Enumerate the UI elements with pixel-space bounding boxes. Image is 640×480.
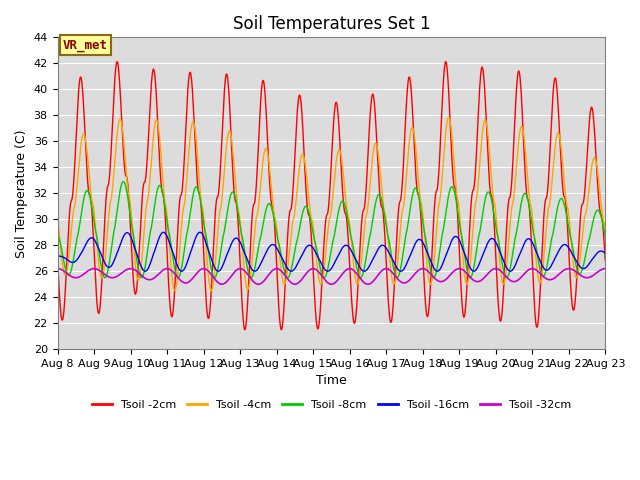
Tsoil -32cm (54, 266, 61, 272)
Tsoil -4cm (602, 226, 609, 232)
Tsoil -4cm (569, 253, 577, 259)
X-axis label: Time: Time (316, 374, 347, 387)
Tsoil -4cm (54, 216, 61, 221)
Tsoil -8cm (360, 269, 367, 275)
Tsoil -32cm (602, 266, 609, 272)
Tsoil -4cm (348, 237, 355, 243)
Tsoil -8cm (54, 229, 61, 235)
Tsoil -16cm (602, 251, 609, 256)
Tsoil -4cm (554, 131, 561, 137)
Tsoil -2cm (491, 234, 499, 240)
Tsoil -2cm (360, 207, 367, 213)
Text: VR_met: VR_met (63, 38, 108, 51)
Tsoil -8cm (348, 236, 355, 241)
Line: Tsoil -4cm: Tsoil -4cm (58, 117, 605, 291)
Tsoil -16cm (207, 253, 214, 259)
Tsoil -8cm (120, 179, 127, 184)
Tsoil -32cm (218, 281, 226, 287)
Tsoil -8cm (569, 244, 577, 250)
Tsoil -16cm (491, 238, 499, 244)
Y-axis label: Soil Temperature (C): Soil Temperature (C) (15, 129, 28, 257)
Tsoil -2cm (569, 304, 577, 310)
Tsoil -32cm (360, 279, 367, 285)
Tsoil -32cm (348, 266, 355, 272)
Tsoil -16cm (397, 268, 404, 274)
Tsoil -32cm (207, 270, 214, 276)
Tsoil -16cm (554, 251, 561, 257)
Tsoil -2cm (348, 296, 355, 302)
Tsoil -32cm (568, 266, 576, 272)
Tsoil -8cm (602, 233, 609, 239)
Tsoil -2cm (554, 90, 561, 96)
Tsoil -8cm (207, 264, 214, 269)
Tsoil -2cm (602, 257, 609, 263)
Tsoil -4cm (491, 203, 499, 209)
Tsoil -8cm (554, 206, 561, 212)
Tsoil -8cm (491, 217, 499, 223)
Tsoil -16cm (196, 229, 204, 235)
Legend: Tsoil -2cm, Tsoil -4cm, Tsoil -8cm, Tsoil -16cm, Tsoil -32cm: Tsoil -2cm, Tsoil -4cm, Tsoil -8cm, Tsoi… (88, 396, 575, 414)
Tsoil -32cm (553, 273, 561, 279)
Line: Tsoil -8cm: Tsoil -8cm (58, 181, 605, 278)
Tsoil -4cm (207, 287, 214, 292)
Tsoil -16cm (348, 248, 355, 253)
Title: Soil Temperatures Set 1: Soil Temperatures Set 1 (232, 15, 430, 33)
Tsoil -16cm (360, 268, 367, 274)
Line: Tsoil -16cm: Tsoil -16cm (58, 232, 605, 271)
Tsoil -16cm (569, 252, 577, 257)
Line: Tsoil -2cm: Tsoil -2cm (58, 61, 605, 330)
Tsoil -4cm (445, 114, 452, 120)
Tsoil -16cm (54, 253, 61, 259)
Tsoil -4cm (171, 288, 179, 294)
Tsoil -2cm (113, 59, 121, 64)
Tsoil -2cm (278, 327, 285, 333)
Tsoil -4cm (360, 238, 367, 243)
Tsoil -8cm (174, 275, 182, 281)
Tsoil -2cm (207, 300, 214, 306)
Line: Tsoil -32cm: Tsoil -32cm (58, 269, 605, 284)
Tsoil -2cm (54, 256, 61, 262)
Tsoil -32cm (491, 266, 499, 272)
